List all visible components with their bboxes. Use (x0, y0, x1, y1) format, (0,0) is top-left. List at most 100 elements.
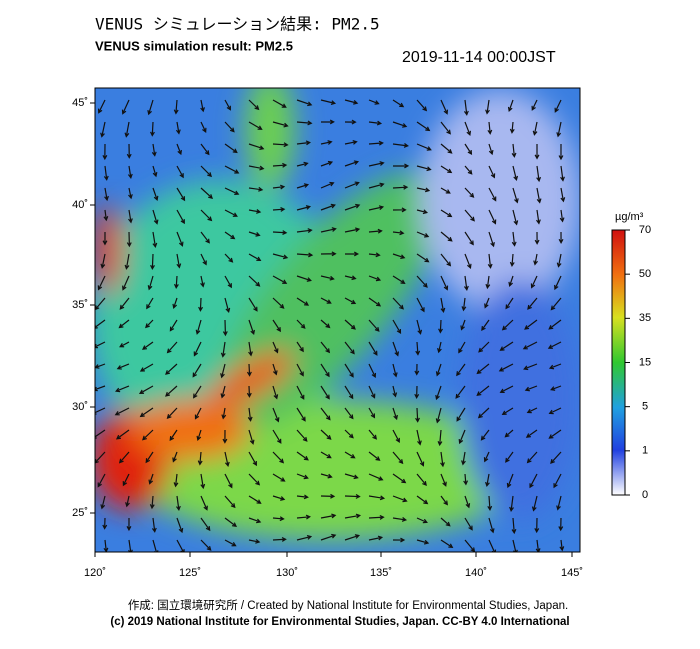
wind-arrow (481, 319, 490, 332)
wind-arrow (126, 231, 132, 248)
wind-arrow (272, 162, 288, 168)
wind-arrow (344, 297, 357, 305)
wind-arrow (463, 99, 469, 116)
wind-arrow (150, 121, 155, 137)
wind-arrow (556, 495, 562, 511)
wind-arrow (416, 539, 430, 545)
wind-arrow (368, 363, 377, 379)
wind-arrow (272, 495, 286, 501)
wind-arrow (193, 385, 202, 399)
wind-arrow (554, 99, 562, 113)
wind-arrow (296, 297, 310, 306)
wind-arrow (200, 231, 210, 244)
wind-arrow (416, 451, 425, 467)
wind-arrow (560, 165, 565, 182)
wind-arrow (440, 517, 451, 527)
wind-arrow (248, 99, 260, 111)
wind-arrow (440, 473, 447, 487)
wind-arrow (296, 252, 314, 258)
wind-arrow (248, 231, 261, 237)
wind-arrow (548, 319, 562, 330)
lat-label: 25˚ (72, 507, 88, 519)
wind-arrow (169, 429, 178, 442)
wind-arrow (224, 451, 230, 468)
wind-arrow (166, 407, 178, 419)
wind-arrow (320, 451, 332, 459)
wind-arrow (344, 363, 354, 378)
wind-arrow (435, 385, 442, 401)
wind-arrow (320, 513, 337, 519)
wind-arrow (248, 253, 262, 261)
wind-arrow (102, 231, 108, 246)
wind-arrow (344, 203, 361, 211)
wind-arrow (200, 165, 212, 178)
wind-arrow (559, 209, 565, 223)
wind-arrow (222, 319, 228, 337)
wind-arrow (464, 165, 473, 175)
wind-arrow (200, 121, 207, 133)
wind-arrow (487, 121, 493, 135)
wind-arrow (320, 429, 332, 440)
wind-arrow (392, 230, 405, 236)
wind-arrow (176, 495, 181, 512)
wind-arrow (416, 165, 432, 172)
wind-arrow (392, 451, 404, 465)
wind-arrow (435, 407, 442, 424)
wind-arrow (344, 119, 357, 125)
wind-arrow (125, 495, 130, 508)
wind-arrow (392, 341, 400, 357)
wind-arrows (95, 99, 566, 552)
wind-arrow (368, 319, 380, 332)
wind-arrow (224, 473, 233, 489)
wind-arrow (272, 99, 287, 108)
wind-arrow (100, 495, 106, 510)
wind-arrow (193, 341, 202, 357)
wind-arrow (501, 319, 514, 331)
wind-arrow (200, 517, 211, 532)
wind-arrow (97, 275, 106, 291)
wind-arrow (484, 297, 490, 309)
lat-label: 30˚ (72, 401, 88, 413)
wind-arrow (368, 228, 383, 234)
wind-arrow (128, 539, 133, 552)
wind-arrow (296, 473, 309, 480)
wind-arrow (440, 539, 454, 549)
wind-arrow (392, 407, 398, 421)
wind-arrow (176, 187, 186, 202)
wind-arrow (296, 205, 312, 211)
wind-arrow (320, 363, 330, 378)
wind-arrow (320, 385, 330, 400)
wind-arrow (392, 363, 398, 378)
wind-arrow (392, 385, 398, 398)
wind-arrow (558, 143, 564, 161)
wind-arrow (296, 99, 313, 107)
wind-arrow (296, 228, 313, 233)
wind-arrow (392, 275, 406, 284)
wind-arrow (320, 251, 337, 257)
wind-arrow (142, 429, 154, 441)
wind-arrow (272, 297, 285, 309)
wind-arrow (485, 473, 490, 488)
wind-arrow (104, 187, 109, 202)
wind-arrow (224, 275, 232, 289)
wind-arrow (246, 363, 252, 377)
wind-arrow (440, 275, 449, 291)
wind-arrow (478, 341, 490, 353)
wind-arrow (141, 341, 154, 350)
wind-arrow (553, 473, 562, 489)
wind-arrow (554, 275, 562, 291)
wind-arrow (152, 165, 158, 178)
wind-arrow (531, 495, 538, 512)
wind-arrow (220, 385, 226, 399)
wind-arrow (176, 143, 182, 156)
wind-arrow (550, 451, 562, 464)
wind-arrow (464, 517, 473, 531)
colorbar-tick-label: 70 (639, 224, 651, 236)
wind-arrow (247, 407, 253, 422)
wind-arrow (344, 160, 360, 167)
colorbar (611, 229, 626, 496)
wind-arrow (392, 143, 409, 148)
wind-arrow (320, 160, 334, 167)
wind-arrow (320, 181, 335, 189)
